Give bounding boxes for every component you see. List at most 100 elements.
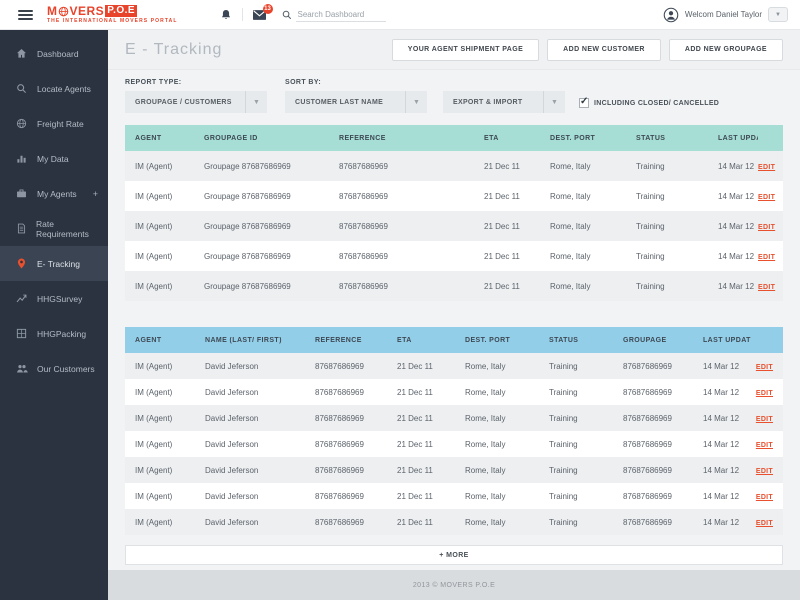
chevron-down-icon: ▼ bbox=[543, 91, 565, 113]
bar-chart-icon bbox=[16, 153, 28, 164]
cell-groupage: 87687686969 bbox=[623, 517, 672, 527]
cell-reference: 87687686969 bbox=[315, 517, 364, 527]
cell-status: Training bbox=[549, 387, 578, 397]
cell-name: David Jeferson bbox=[205, 465, 259, 475]
report-type-label: REPORT TYPE: bbox=[125, 79, 182, 86]
cell-status: Training bbox=[549, 465, 578, 475]
table-row: IM (Agent) David Jeferson 87687686969 21 De… bbox=[125, 431, 783, 457]
table-row: IM (Agent) Groupage 87687686969 8768768696… bbox=[125, 241, 783, 271]
search-icon bbox=[16, 83, 28, 94]
globe-icon bbox=[58, 6, 69, 17]
cell-last-update: 14 Mar 12 bbox=[703, 517, 740, 527]
sidebar-item-our-customers[interactable]: Our Customers bbox=[0, 351, 108, 386]
cell-agent: IM (Agent) bbox=[135, 413, 173, 423]
sidebar-item-label: My Agents bbox=[37, 188, 77, 199]
more-button[interactable]: + MORE bbox=[125, 545, 783, 565]
cell-status: Training bbox=[636, 161, 665, 171]
cell-status: Training bbox=[549, 361, 578, 371]
cell-status: Training bbox=[636, 251, 665, 261]
sidebar-item-label: Locate Agents bbox=[37, 83, 91, 94]
brand-prefix: M bbox=[47, 4, 58, 18]
chevron-down-icon: ▼ bbox=[405, 91, 427, 113]
edit-link[interactable]: EDIT bbox=[755, 467, 773, 475]
sidebar-item-label: My Data bbox=[37, 153, 69, 164]
edit-link[interactable]: EDIT bbox=[755, 493, 773, 501]
main-content: E - Tracking YOUR AGENT SHIPMENT PAGE ADD… bbox=[108, 30, 800, 600]
cell-eta: 21 Dec 11 bbox=[484, 251, 520, 261]
cell-dest-port: Rome, Italy bbox=[465, 491, 506, 501]
column-header: LAST UPDATE bbox=[703, 336, 751, 344]
edit-link[interactable]: EDIT bbox=[758, 253, 776, 261]
report-type-dropdown[interactable]: GROUPAGE / CUSTOMERS ▼ bbox=[125, 91, 267, 113]
cell-dest-port: Rome, Italy bbox=[465, 439, 506, 449]
export-import-dropdown[interactable]: EXPORT & IMPORT ▼ bbox=[443, 91, 565, 113]
cell-eta: 21 Dec 11 bbox=[484, 221, 520, 231]
sidebar-item-hhgpacking[interactable]: HHGPacking bbox=[0, 316, 108, 351]
edit-link[interactable]: EDIT bbox=[755, 415, 773, 423]
sidebar-item-label: Dashboard bbox=[37, 48, 79, 59]
cell-name: David Jeferson bbox=[205, 413, 259, 423]
cell-name: David Jeferson bbox=[205, 361, 259, 371]
cell-name: David Jeferson bbox=[205, 439, 259, 449]
search-input[interactable] bbox=[295, 7, 386, 22]
cell-dest-port: Rome, Italy bbox=[465, 361, 506, 371]
divider bbox=[241, 8, 243, 21]
column-header: LAST UPDATE bbox=[718, 134, 758, 142]
cell-groupage: 87687686969 bbox=[623, 439, 672, 449]
edit-link[interactable]: EDIT bbox=[755, 441, 773, 449]
sidebar-item-my-agents[interactable]: My Agents + bbox=[0, 176, 108, 211]
edit-link[interactable]: EDIT bbox=[755, 519, 773, 527]
sidebar-item-rate-requirements[interactable]: Rate Requirements bbox=[0, 211, 108, 246]
edit-link[interactable]: EDIT bbox=[758, 283, 776, 291]
edit-link[interactable]: EDIT bbox=[758, 223, 776, 231]
including-closed-checkbox[interactable]: INCLUDING CLOSED/ CANCELLED bbox=[579, 96, 719, 108]
column-header: ETA bbox=[484, 134, 499, 142]
avatar-icon[interactable] bbox=[663, 7, 679, 23]
sidebar-item-dashboard[interactable]: Dashboard bbox=[0, 36, 108, 71]
sidebar-item-my-data[interactable]: My Data bbox=[0, 141, 108, 176]
cell-reference: 87687686969 bbox=[315, 387, 364, 397]
notification-badge: 13 bbox=[262, 3, 273, 14]
cell-name: David Jeferson bbox=[205, 491, 259, 501]
expand-plus-icon[interactable]: + bbox=[92, 188, 98, 199]
groupage-table: AGENT GROUPAGE ID REFERENCE ETA DEST. PORT ST… bbox=[125, 125, 783, 301]
cell-eta: 21 Dec 11 bbox=[484, 281, 520, 291]
sidebar-item-label: HHGPacking bbox=[37, 328, 87, 339]
edit-link[interactable]: EDIT bbox=[755, 363, 773, 371]
edit-link[interactable]: EDIT bbox=[758, 163, 776, 171]
edit-link[interactable]: EDIT bbox=[758, 193, 776, 201]
cell-groupage-id: Groupage 87687686969 bbox=[204, 281, 291, 291]
column-header: AGENT bbox=[135, 336, 162, 344]
checkbox-icon[interactable] bbox=[579, 96, 589, 108]
bell-icon[interactable] bbox=[220, 9, 232, 21]
column-header: STATUS bbox=[549, 336, 579, 344]
sidebar-item-freight-rate[interactable]: Freight Rate bbox=[0, 106, 108, 141]
brand-box: P.O.E bbox=[105, 5, 138, 17]
page-header: E - Tracking YOUR AGENT SHIPMENT PAGE ADD… bbox=[108, 30, 800, 70]
edit-link[interactable]: EDIT bbox=[755, 389, 773, 397]
chevron-down-icon[interactable]: ▼ bbox=[768, 7, 788, 22]
brand-suffix: VERS bbox=[69, 4, 105, 18]
sidebar-item-hhgsurvey[interactable]: HHGSurvey bbox=[0, 281, 108, 316]
cell-eta: 21 Dec 11 bbox=[397, 361, 433, 371]
page-actions: YOUR AGENT SHIPMENT PAGE ADD NEW CUSTOMER… bbox=[391, 38, 783, 61]
column-header: GROUPAGE ID bbox=[204, 134, 258, 142]
sidebar-item-e-tracking[interactable]: E- Tracking bbox=[0, 246, 108, 281]
envelope-icon[interactable]: 13 bbox=[252, 3, 273, 20]
cell-reference: 87687686969 bbox=[315, 491, 364, 501]
cell-dest-port: Rome, Italy bbox=[465, 387, 506, 397]
sidebar-item-locate-agents[interactable]: Locate Agents bbox=[0, 71, 108, 106]
cell-eta: 21 Dec 11 bbox=[484, 161, 520, 171]
cell-last-update: 14 Mar 12 bbox=[703, 465, 740, 475]
cell-last-update: 14 Mar 12 bbox=[718, 191, 755, 201]
add-new-groupage-button[interactable]: ADD NEW GROUPAGE bbox=[668, 38, 783, 61]
add-new-customer-button[interactable]: ADD NEW CUSTOMER bbox=[547, 38, 661, 61]
table-row: IM (Agent) Groupage 87687686969 8768768696… bbox=[125, 271, 783, 301]
cell-last-update: 14 Mar 12 bbox=[703, 361, 740, 371]
cell-groupage-id: Groupage 87687686969 bbox=[204, 221, 291, 231]
cell-groupage-id: Groupage 87687686969 bbox=[204, 161, 291, 171]
sort-by-dropdown[interactable]: CUSTOMER LAST NAME ▼ bbox=[285, 91, 427, 113]
menu-icon[interactable] bbox=[18, 9, 33, 20]
your-agent-shipment-page-button[interactable]: YOUR AGENT SHIPMENT PAGE bbox=[391, 38, 540, 61]
cell-groupage: 87687686969 bbox=[623, 491, 672, 501]
